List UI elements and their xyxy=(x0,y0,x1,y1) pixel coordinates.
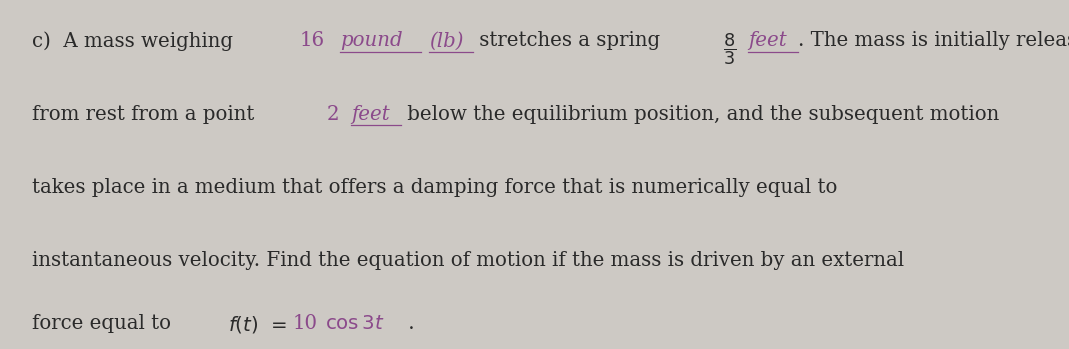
Text: instantaneous velocity. Find the equation of motion if the mass is driven by an : instantaneous velocity. Find the equatio… xyxy=(32,251,904,270)
Text: 16: 16 xyxy=(299,31,325,50)
Text: below the equilibrium position, and the subsequent motion: below the equilibrium position, and the … xyxy=(402,105,1000,124)
Text: $\dfrac{8}{3}$: $\dfrac{8}{3}$ xyxy=(723,31,737,67)
Text: 2: 2 xyxy=(327,105,340,124)
Text: feet: feet xyxy=(352,105,390,124)
Text: force equal to: force equal to xyxy=(32,314,184,333)
Text: takes place in a medium that offers a damping force that is numerically equal to: takes place in a medium that offers a da… xyxy=(32,178,843,197)
Text: .: . xyxy=(402,314,415,333)
Text: . The mass is initially released: . The mass is initially released xyxy=(797,31,1069,50)
Text: pound: pound xyxy=(340,31,403,50)
Text: stretches a spring: stretches a spring xyxy=(474,31,667,50)
Text: c)  A mass weighing: c) A mass weighing xyxy=(32,31,239,51)
Text: (lb): (lb) xyxy=(429,31,463,50)
Text: feet: feet xyxy=(748,31,787,50)
Text: $=$: $=$ xyxy=(267,314,288,333)
Text: 10: 10 xyxy=(293,314,319,333)
Text: $\cos 3t$: $\cos 3t$ xyxy=(325,314,385,333)
Text: $f(t)$: $f(t)$ xyxy=(228,314,258,335)
Text: from rest from a point: from rest from a point xyxy=(32,105,261,124)
